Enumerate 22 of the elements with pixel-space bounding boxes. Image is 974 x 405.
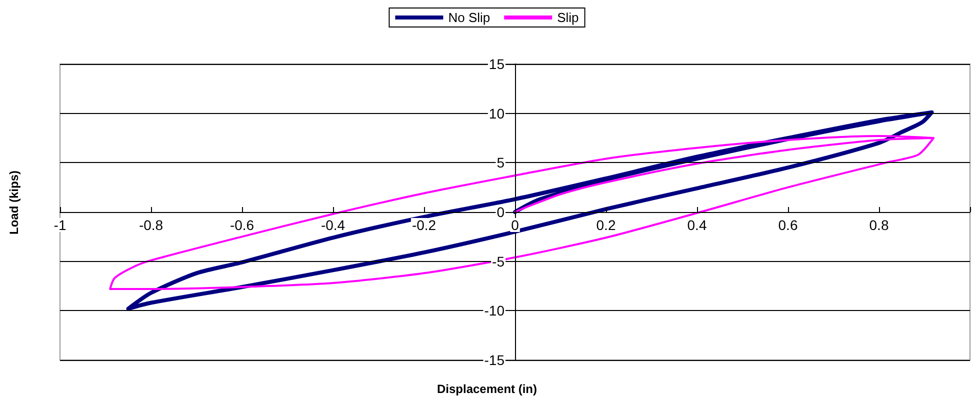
y-tick-label: -5 bbox=[492, 253, 505, 270]
legend-label: No Slip bbox=[448, 10, 490, 25]
y-tick-label: 15 bbox=[488, 56, 505, 72]
line-series bbox=[109, 135, 935, 290]
y-tick-label: 5 bbox=[496, 154, 505, 171]
x-tick-label: -0.4 bbox=[320, 217, 346, 233]
x-tick-label: -1 bbox=[54, 217, 66, 233]
x-tick-label: -0.8 bbox=[138, 217, 164, 233]
x-tick-label: 0.4 bbox=[687, 217, 707, 233]
x-tick-label: -0.2 bbox=[412, 217, 436, 233]
x-axis-title: Displacement (in) bbox=[436, 382, 538, 396]
x-tick-label: 0.6 bbox=[778, 217, 798, 233]
x-tick-label: 0 bbox=[511, 217, 520, 233]
y-tick-label: 0 bbox=[496, 204, 505, 220]
y-axis-title: Load (kips) bbox=[7, 170, 21, 234]
legend-label: Slip bbox=[557, 10, 579, 25]
x-tick-label: 0.2 bbox=[596, 217, 616, 233]
y-tick-label: -10 bbox=[484, 302, 505, 319]
y-tick-label: -15 bbox=[484, 352, 505, 368]
x-tick-label: 0.8 bbox=[869, 217, 889, 233]
x-tick-label: -0.6 bbox=[230, 217, 254, 233]
y-tick-label: 10 bbox=[488, 105, 505, 122]
